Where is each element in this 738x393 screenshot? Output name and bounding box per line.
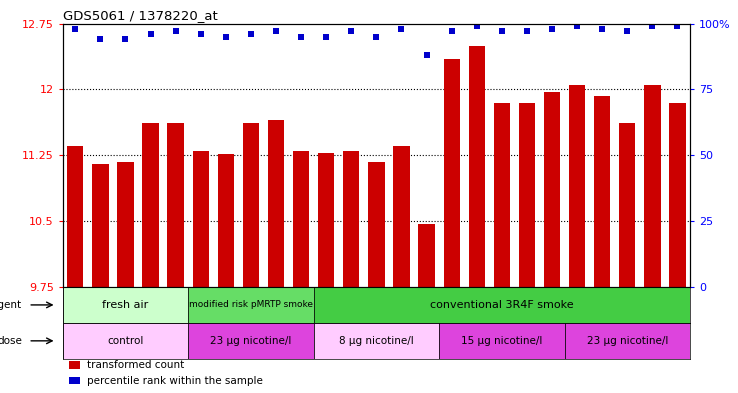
Bar: [193, 151, 209, 287]
Bar: [619, 123, 635, 287]
Bar: [314, 323, 439, 359]
Bar: [444, 59, 460, 287]
Point: [170, 28, 182, 35]
Point: [195, 31, 207, 37]
Bar: [69, 361, 80, 369]
Point: [120, 36, 131, 42]
Bar: [63, 287, 188, 323]
Bar: [268, 120, 284, 287]
Bar: [243, 123, 259, 287]
Text: 8 μg nicotine/l: 8 μg nicotine/l: [339, 336, 414, 346]
Point: [69, 26, 81, 32]
Bar: [565, 323, 690, 359]
Point: [596, 26, 608, 32]
Point: [521, 28, 533, 35]
Point: [396, 26, 407, 32]
Bar: [69, 377, 80, 384]
Point: [421, 52, 432, 58]
Bar: [92, 164, 108, 287]
Bar: [168, 123, 184, 287]
Bar: [117, 162, 134, 287]
Bar: [343, 151, 359, 287]
Text: 15 μg nicotine/l: 15 μg nicotine/l: [461, 336, 542, 346]
Bar: [188, 323, 314, 359]
Bar: [293, 151, 309, 287]
Bar: [314, 287, 690, 323]
Text: 23 μg nicotine/l: 23 μg nicotine/l: [587, 336, 668, 346]
Text: conventional 3R4F smoke: conventional 3R4F smoke: [430, 300, 573, 310]
Point: [496, 28, 508, 35]
Text: modified risk pMRTP smoke: modified risk pMRTP smoke: [189, 300, 313, 309]
Point: [370, 34, 382, 40]
Point: [320, 34, 332, 40]
Text: fresh air: fresh air: [103, 300, 148, 310]
Point: [94, 36, 106, 42]
Point: [220, 34, 232, 40]
Bar: [519, 103, 535, 287]
Text: agent: agent: [0, 300, 22, 310]
Bar: [644, 85, 661, 287]
Text: GDS5061 / 1378220_at: GDS5061 / 1378220_at: [63, 9, 218, 22]
Point: [295, 34, 307, 40]
Bar: [188, 287, 314, 323]
Point: [471, 23, 483, 29]
Bar: [469, 46, 485, 287]
Bar: [439, 323, 565, 359]
Bar: [669, 103, 686, 287]
Bar: [142, 123, 159, 287]
Point: [646, 23, 658, 29]
Point: [621, 28, 633, 35]
Point: [546, 26, 558, 32]
Point: [145, 31, 156, 37]
Point: [446, 28, 458, 35]
Text: transformed count: transformed count: [86, 360, 184, 370]
Bar: [318, 152, 334, 287]
Bar: [393, 147, 410, 287]
Text: percentile rank within the sample: percentile rank within the sample: [86, 376, 263, 386]
Bar: [67, 147, 83, 287]
Point: [270, 28, 282, 35]
Point: [245, 31, 257, 37]
Bar: [569, 85, 585, 287]
Bar: [594, 95, 610, 287]
Point: [345, 28, 357, 35]
Point: [571, 23, 583, 29]
Point: [672, 23, 683, 29]
Bar: [368, 162, 384, 287]
Text: 23 μg nicotine/l: 23 μg nicotine/l: [210, 336, 292, 346]
Text: dose: dose: [0, 336, 22, 346]
Bar: [494, 103, 510, 287]
Bar: [544, 92, 560, 287]
Bar: [218, 154, 234, 287]
Bar: [418, 224, 435, 287]
Text: control: control: [107, 336, 144, 346]
Bar: [63, 323, 188, 359]
